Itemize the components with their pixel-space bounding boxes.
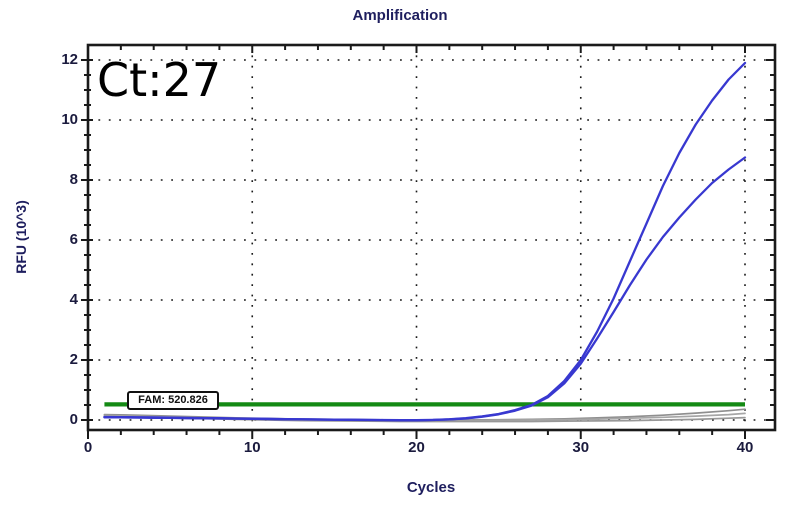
y-tick-label: 6 (69, 231, 78, 248)
series-positive-2 (103, 156, 747, 422)
y-tick-label: 8 (69, 171, 78, 188)
x-axis-title: Cycles (406, 479, 456, 496)
y-tick-label: 0 (69, 411, 78, 428)
chart-title: Amplification (352, 7, 448, 24)
fam-threshold-label[interactable]: FAM: 520.826 (127, 391, 219, 410)
x-tick-label: 30 (572, 439, 590, 456)
x-tick-label: 20 (408, 439, 425, 456)
y-axis-title: RFU (10^3) (13, 200, 29, 274)
y-tick-label: 2 (69, 351, 78, 368)
ct-value-annotation: Ct:27 (97, 53, 222, 107)
x-tick-label: 0 (83, 439, 93, 456)
x-tick-label: 40 (736, 439, 754, 456)
y-tick-label: 10 (61, 111, 78, 128)
x-tick-label: 10 (243, 439, 261, 456)
plot-border (86, 43, 777, 432)
y-tick-label: 12 (61, 51, 78, 68)
series-positive-1 (103, 61, 747, 422)
y-tick-label: 4 (69, 291, 78, 308)
